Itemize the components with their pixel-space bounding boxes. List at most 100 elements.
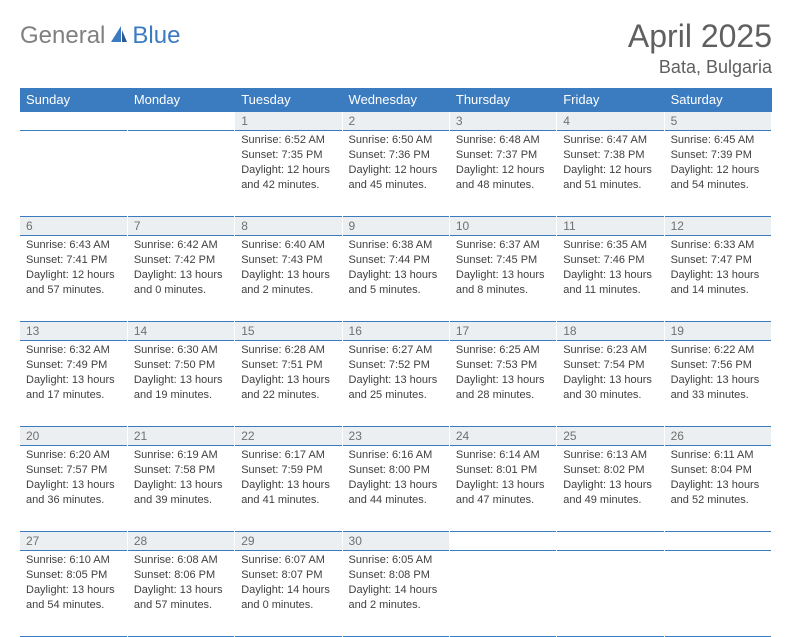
day-number-cell: 29 (235, 532, 342, 551)
day-data-cell: Sunrise: 6:32 AMSunset: 7:49 PMDaylight:… (20, 341, 127, 427)
sunrise-line: Sunrise: 6:30 AM (134, 343, 228, 358)
day-data-cell (127, 131, 234, 217)
location-label: Bata, Bulgaria (628, 57, 772, 78)
sunrise-line: Sunrise: 6:45 AM (671, 133, 765, 148)
sunset-line: Sunset: 8:05 PM (26, 568, 121, 583)
day-data-cell: Sunrise: 6:35 AMSunset: 7:46 PMDaylight:… (557, 236, 664, 322)
daylight-line: Daylight: 13 hours and 19 minutes. (134, 373, 228, 403)
sunrise-line: Sunrise: 6:42 AM (134, 238, 228, 253)
day-number-cell: 5 (664, 112, 771, 131)
daynum-row: 20212223242526 (20, 427, 772, 446)
day-data-cell: Sunrise: 6:10 AMSunset: 8:05 PMDaylight:… (20, 551, 127, 637)
sunset-line: Sunset: 7:54 PM (563, 358, 657, 373)
logo: General Blue (20, 22, 180, 50)
sunset-line: Sunset: 7:51 PM (241, 358, 335, 373)
day-data-cell: Sunrise: 6:05 AMSunset: 8:08 PMDaylight:… (342, 551, 449, 637)
data-row: Sunrise: 6:10 AMSunset: 8:05 PMDaylight:… (20, 551, 772, 637)
day-data-cell: Sunrise: 6:17 AMSunset: 7:59 PMDaylight:… (235, 446, 342, 532)
daylight-line: Daylight: 12 hours and 57 minutes. (26, 268, 121, 298)
sunset-line: Sunset: 7:39 PM (671, 148, 765, 163)
daylight-line: Daylight: 13 hours and 5 minutes. (349, 268, 443, 298)
calendar-table: SundayMondayTuesdayWednesdayThursdayFrid… (20, 88, 772, 637)
daylight-line: Daylight: 13 hours and 49 minutes. (563, 478, 657, 508)
day-header: Monday (127, 88, 234, 112)
sunrise-line: Sunrise: 6:23 AM (563, 343, 657, 358)
daylight-line: Daylight: 13 hours and 39 minutes. (134, 478, 228, 508)
day-data-cell: Sunrise: 6:14 AMSunset: 8:01 PMDaylight:… (449, 446, 556, 532)
day-data-cell: Sunrise: 6:25 AMSunset: 7:53 PMDaylight:… (449, 341, 556, 427)
data-row: Sunrise: 6:32 AMSunset: 7:49 PMDaylight:… (20, 341, 772, 427)
day-data-cell: Sunrise: 6:20 AMSunset: 7:57 PMDaylight:… (20, 446, 127, 532)
sunset-line: Sunset: 7:46 PM (563, 253, 657, 268)
day-number-cell: 7 (127, 217, 234, 236)
day-number-cell: 30 (342, 532, 449, 551)
day-data-cell: Sunrise: 6:22 AMSunset: 7:56 PMDaylight:… (664, 341, 771, 427)
sunrise-line: Sunrise: 6:22 AM (671, 343, 765, 358)
sunset-line: Sunset: 7:57 PM (26, 463, 121, 478)
daylight-line: Daylight: 13 hours and 33 minutes. (671, 373, 765, 403)
day-data-cell: Sunrise: 6:08 AMSunset: 8:06 PMDaylight:… (127, 551, 234, 637)
sunset-line: Sunset: 8:08 PM (349, 568, 443, 583)
day-header: Tuesday (235, 88, 342, 112)
day-number-cell (20, 112, 127, 131)
daylight-line: Daylight: 13 hours and 0 minutes. (134, 268, 228, 298)
day-header: Saturday (664, 88, 771, 112)
day-header: Thursday (449, 88, 556, 112)
sunset-line: Sunset: 7:44 PM (349, 253, 443, 268)
daylight-line: Daylight: 13 hours and 52 minutes. (671, 478, 765, 508)
day-number-cell (127, 112, 234, 131)
sunset-line: Sunset: 7:35 PM (241, 148, 335, 163)
day-number-cell: 15 (235, 322, 342, 341)
day-number-cell: 16 (342, 322, 449, 341)
day-data-cell: Sunrise: 6:50 AMSunset: 7:36 PMDaylight:… (342, 131, 449, 217)
sunset-line: Sunset: 7:58 PM (134, 463, 228, 478)
day-data-cell (449, 551, 556, 637)
day-number-cell: 6 (20, 217, 127, 236)
day-number-cell: 24 (449, 427, 556, 446)
daylight-line: Daylight: 13 hours and 11 minutes. (563, 268, 657, 298)
day-number-cell (664, 532, 771, 551)
daynum-row: 27282930 (20, 532, 772, 551)
sunrise-line: Sunrise: 6:40 AM (241, 238, 335, 253)
data-row: Sunrise: 6:43 AMSunset: 7:41 PMDaylight:… (20, 236, 772, 322)
day-data-cell: Sunrise: 6:30 AMSunset: 7:50 PMDaylight:… (127, 341, 234, 427)
data-row: Sunrise: 6:20 AMSunset: 7:57 PMDaylight:… (20, 446, 772, 532)
logo-text-general: General (20, 22, 105, 50)
sunset-line: Sunset: 7:36 PM (349, 148, 443, 163)
daylight-line: Daylight: 13 hours and 44 minutes. (349, 478, 443, 508)
day-data-cell (557, 551, 664, 637)
day-number-cell: 13 (20, 322, 127, 341)
daylight-line: Daylight: 13 hours and 22 minutes. (241, 373, 335, 403)
logo-text-blue: Blue (132, 22, 180, 50)
day-number-cell (449, 532, 556, 551)
daylight-line: Daylight: 13 hours and 25 minutes. (349, 373, 443, 403)
day-number-cell: 20 (20, 427, 127, 446)
daylight-line: Daylight: 13 hours and 14 minutes. (671, 268, 765, 298)
sunset-line: Sunset: 7:41 PM (26, 253, 121, 268)
day-number-cell: 21 (127, 427, 234, 446)
day-number-cell: 1 (235, 112, 342, 131)
day-number-cell (557, 532, 664, 551)
sunset-line: Sunset: 7:59 PM (241, 463, 335, 478)
daylight-line: Daylight: 14 hours and 0 minutes. (241, 583, 335, 613)
sunrise-line: Sunrise: 6:25 AM (456, 343, 550, 358)
daynum-row: 13141516171819 (20, 322, 772, 341)
daylight-line: Daylight: 13 hours and 36 minutes. (26, 478, 121, 508)
sunset-line: Sunset: 8:02 PM (563, 463, 657, 478)
sunrise-line: Sunrise: 6:14 AM (456, 448, 550, 463)
sunrise-line: Sunrise: 6:19 AM (134, 448, 228, 463)
sunset-line: Sunset: 7:38 PM (563, 148, 657, 163)
header: General Blue April 2025 Bata, Bulgaria (20, 18, 772, 78)
sunrise-line: Sunrise: 6:33 AM (671, 238, 765, 253)
sunrise-line: Sunrise: 6:37 AM (456, 238, 550, 253)
sunrise-line: Sunrise: 6:38 AM (349, 238, 443, 253)
sunrise-line: Sunrise: 6:47 AM (563, 133, 657, 148)
sunset-line: Sunset: 7:49 PM (26, 358, 121, 373)
day-number-cell: 26 (664, 427, 771, 446)
daylight-line: Daylight: 13 hours and 8 minutes. (456, 268, 550, 298)
day-number-cell: 17 (449, 322, 556, 341)
sunrise-line: Sunrise: 6:11 AM (671, 448, 765, 463)
sunrise-line: Sunrise: 6:27 AM (349, 343, 443, 358)
day-data-cell: Sunrise: 6:16 AMSunset: 8:00 PMDaylight:… (342, 446, 449, 532)
daylight-line: Daylight: 12 hours and 48 minutes. (456, 163, 550, 193)
